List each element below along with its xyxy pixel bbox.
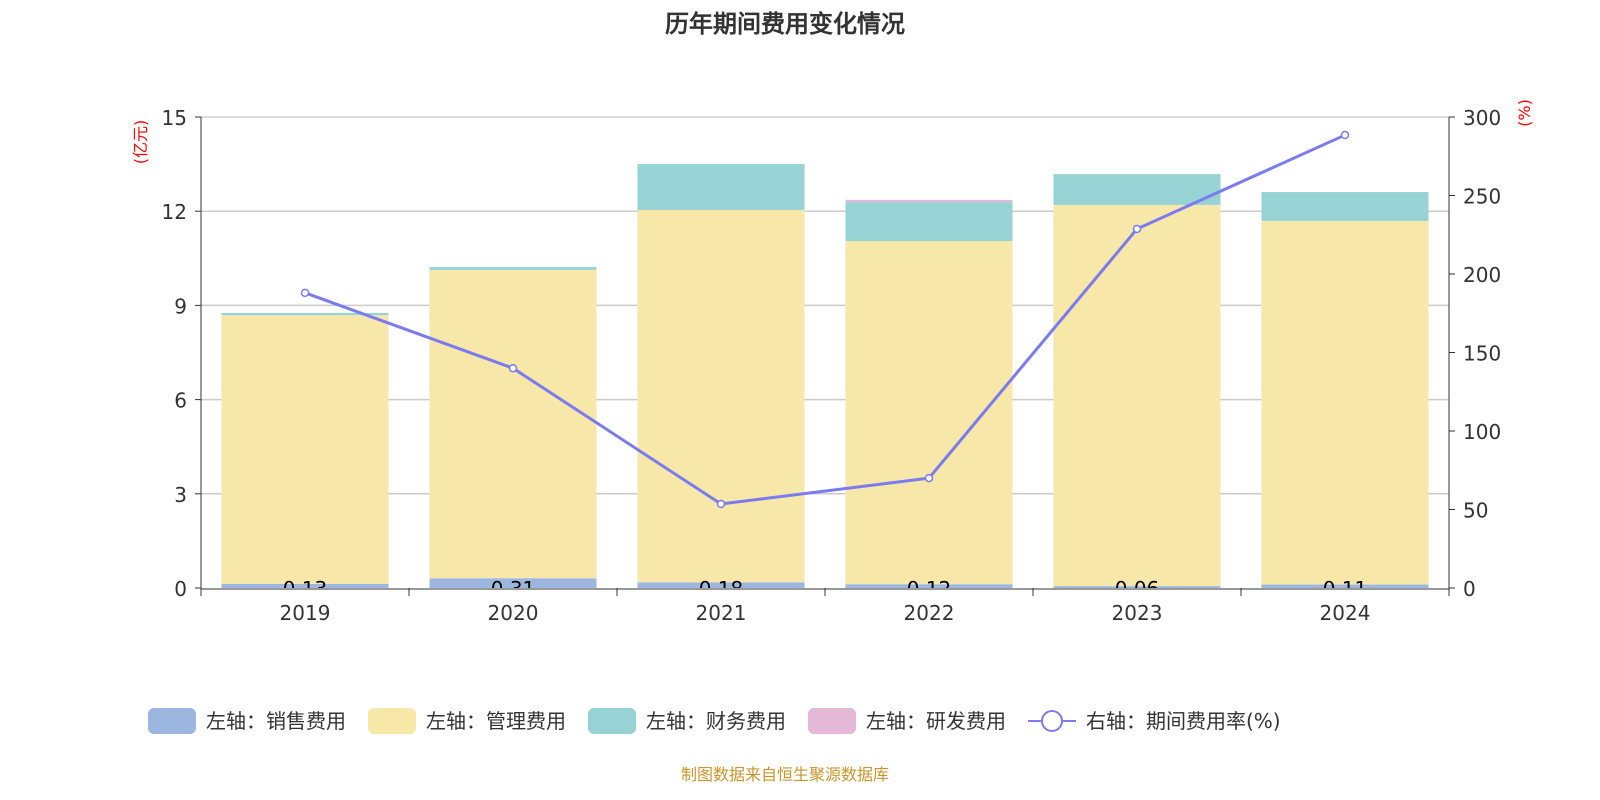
y-tick-label: 15 (162, 106, 187, 130)
legend-swatch-0 (148, 708, 196, 734)
y2-tick-label: 100 (1463, 420, 1501, 444)
y2-axis-label: (%) (1515, 99, 1534, 127)
legend-swatch-2 (588, 708, 636, 734)
bar-2 (637, 164, 805, 210)
line-series (304, 133, 1346, 506)
x-tick-label: 2024 (1320, 601, 1371, 625)
line-point (716, 499, 726, 509)
legend-label: 左轴：管理费用 (426, 709, 566, 733)
legend-swatch-3 (808, 708, 856, 734)
bar-0 (637, 582, 805, 588)
y2-tick-label: 150 (1463, 342, 1501, 366)
x-tick-label: 2019 (280, 601, 331, 625)
x-tick-label: 2023 (1112, 601, 1163, 625)
bar-1 (845, 241, 1013, 585)
chart-title: 历年期间费用变化情况 (665, 10, 905, 38)
line-point (300, 288, 310, 298)
y2-tick-label: 50 (1463, 499, 1488, 523)
bar-0 (1053, 586, 1221, 588)
y-axis-label: (亿元) (131, 120, 150, 165)
bar-data-label: 0.12 (907, 577, 952, 601)
line-point (508, 363, 518, 373)
legend-line-marker (1041, 710, 1063, 732)
bar-1 (1053, 204, 1221, 587)
bar-1 (1261, 220, 1429, 585)
x-tick-label: 2021 (696, 601, 747, 625)
y2-tick-label: 250 (1463, 185, 1501, 209)
y-tick-label: 9 (174, 294, 187, 318)
y-tick-label: 12 (162, 200, 187, 224)
bar-data-label: 0.18 (699, 577, 744, 601)
source-note: 制图数据来自恒生聚源数据库 (681, 765, 889, 784)
bar-0 (1261, 584, 1429, 588)
legend-swatch-1 (368, 708, 416, 734)
legend-label: 右轴：期间费用率(%) (1086, 709, 1281, 733)
bar-2 (845, 202, 1013, 242)
bar-2 (1261, 192, 1429, 221)
y2-tick-label: 300 (1463, 106, 1501, 130)
x-tick-label: 2022 (904, 601, 955, 625)
legend-label: 左轴：销售费用 (206, 709, 346, 733)
bar-data-label: 0.11 (1323, 577, 1368, 601)
bar-0 (221, 583, 389, 588)
bar-0 (429, 578, 597, 588)
legend-label: 左轴：研发费用 (866, 709, 1006, 733)
bar-2 (1053, 174, 1221, 205)
y-tick-label: 0 (174, 577, 187, 601)
y-tick-label: 6 (174, 389, 187, 413)
bar-data-label: 0.13 (283, 577, 328, 601)
y2-tick-label: 0 (1463, 577, 1476, 601)
bar-2 (429, 267, 597, 270)
line-point (924, 473, 934, 483)
line-point (1132, 224, 1142, 234)
bar-data-label: 0.06 (1115, 577, 1160, 601)
bar-2 (221, 312, 389, 316)
y-tick-label: 3 (174, 483, 187, 507)
legend-label: 左轴：财务费用 (646, 709, 786, 733)
bar-1 (221, 315, 389, 584)
bar-3 (845, 199, 1013, 203)
bar-data-label: 0.31 (491, 577, 536, 601)
bar-1 (429, 269, 597, 579)
bar-0 (845, 584, 1013, 588)
x-tick-label: 2020 (488, 601, 539, 625)
line-point (1340, 130, 1350, 140)
y2-tick-label: 200 (1463, 263, 1501, 287)
bar-1 (637, 209, 805, 583)
